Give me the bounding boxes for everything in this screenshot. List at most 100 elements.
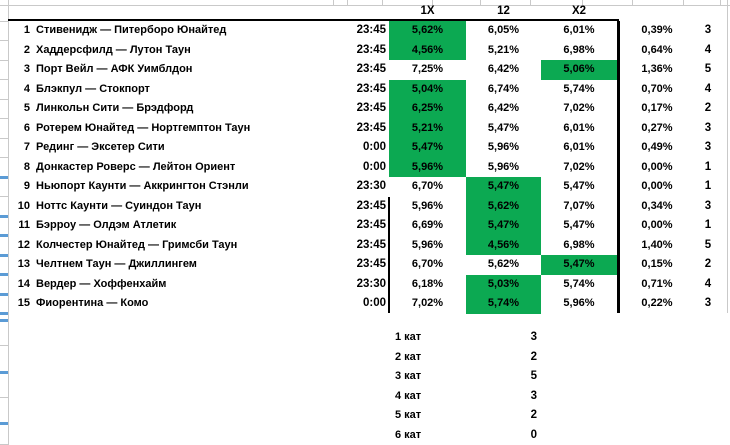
cell-kickoff-time[interactable]: 23:45 [356, 199, 386, 212]
cell-odds-12[interactable]: 5,62% [487, 258, 520, 270]
summary-category-label[interactable]: 6 кат [395, 428, 422, 441]
cell-odds-1x[interactable]: 5,62% [389, 21, 466, 41]
cell-kickoff-time[interactable]: 23:45 [356, 238, 386, 251]
cell-odds-12[interactable]: 4,56% [466, 235, 541, 255]
cell-odds-1x[interactable]: 5,04% [389, 79, 466, 99]
cell-row-number[interactable]: 9 [23, 180, 30, 192]
cell-odds-1x[interactable]: 6,70% [411, 180, 444, 192]
cell-category[interactable]: 3 [704, 24, 712, 36]
cell-odds-12[interactable]: 5,03% [466, 274, 541, 294]
cell-diff-pct[interactable]: 0,70% [641, 82, 673, 95]
cell-match-name[interactable]: Рединг — Эксетер Сити [36, 141, 165, 153]
cell-odds-x2[interactable]: 5,06% [541, 60, 617, 80]
cell-diff-pct[interactable]: 0,22% [641, 297, 673, 309]
cell-diff-pct[interactable]: 0,00% [641, 219, 673, 231]
cell-kickoff-time[interactable]: 23:45 [356, 219, 386, 231]
column-header-1x[interactable]: 1X [420, 5, 435, 17]
cell-row-number[interactable]: 7 [23, 141, 30, 153]
cell-row-number[interactable]: 15 [17, 297, 30, 309]
cell-diff-pct[interactable]: 1,36% [641, 63, 673, 75]
summary-category-label[interactable]: 2 кат [395, 350, 422, 363]
cell-match-name[interactable]: Хаддерсфилд — Лутон Таун [36, 43, 191, 56]
cell-match-name[interactable]: Фиорентина — Комо [36, 297, 149, 309]
summary-category-count[interactable]: 2 [530, 350, 537, 363]
cell-diff-pct[interactable]: 0,00% [641, 160, 673, 173]
cell-diff-pct[interactable]: 0,71% [641, 277, 673, 290]
cell-match-name[interactable]: Стивенидж — Питерборо Юнайтед [36, 24, 227, 36]
cell-kickoff-time[interactable]: 0:00 [362, 141, 386, 153]
cell-odds-1x[interactable]: 7,02% [411, 297, 444, 309]
cell-odds-12[interactable]: 5,96% [487, 141, 520, 153]
cell-odds-x2[interactable]: 5,47% [563, 219, 595, 231]
cell-odds-1x[interactable]: 4,56% [389, 40, 466, 60]
cell-category[interactable]: 5 [704, 63, 712, 75]
cell-odds-x2[interactable]: 6,01% [563, 141, 595, 153]
cell-kickoff-time[interactable]: 23:45 [356, 82, 386, 95]
cell-row-number[interactable]: 12 [17, 238, 30, 251]
cell-odds-12[interactable]: 6,74% [487, 82, 520, 95]
cell-odds-1x[interactable]: 5,96% [411, 199, 444, 212]
cell-row-number[interactable]: 13 [17, 258, 30, 270]
summary-category-count[interactable]: 5 [530, 370, 537, 382]
summary-category-count[interactable]: 2 [530, 409, 537, 421]
cell-diff-pct[interactable]: 0,17% [641, 102, 673, 114]
cell-odds-12[interactable]: 5,96% [487, 160, 520, 173]
cell-odds-12[interactable]: 5,47% [487, 121, 520, 134]
cell-category[interactable]: 3 [704, 199, 712, 212]
cell-category[interactable]: 4 [704, 43, 712, 56]
cell-odds-1x[interactable]: 5,96% [389, 157, 466, 177]
summary-category-label[interactable]: 4 кат [395, 389, 422, 402]
cell-odds-12[interactable]: 5,47% [466, 177, 541, 197]
cell-odds-x2[interactable]: 5,47% [563, 180, 595, 192]
cell-category[interactable]: 3 [704, 121, 712, 134]
cell-diff-pct[interactable]: 0,27% [641, 121, 673, 134]
cell-row-number[interactable]: 1 [23, 24, 30, 36]
cell-odds-12[interactable]: 6,42% [487, 102, 520, 114]
cell-odds-x2[interactable]: 5,74% [563, 277, 595, 290]
cell-odds-x2[interactable]: 6,01% [563, 24, 595, 36]
cell-odds-x2[interactable]: 6,98% [563, 238, 595, 251]
cell-category[interactable]: 3 [704, 141, 712, 153]
cell-category[interactable]: 2 [704, 102, 712, 114]
cell-diff-pct[interactable]: 0,34% [641, 199, 673, 212]
summary-category-label[interactable]: 3 кат [395, 370, 422, 382]
cell-odds-12[interactable]: 6,42% [487, 63, 520, 75]
cell-odds-12[interactable]: 5,62% [466, 196, 541, 216]
cell-odds-x2[interactable]: 5,74% [563, 82, 595, 95]
cell-row-number[interactable]: 2 [23, 43, 30, 56]
cell-category[interactable]: 3 [704, 297, 712, 309]
cell-odds-12[interactable]: 6,05% [487, 24, 520, 36]
cell-match-name[interactable]: Донкастер Роверс — Лейтон Ориент [36, 160, 236, 173]
cell-diff-pct[interactable]: 0,15% [641, 258, 673, 270]
cell-match-name[interactable]: Бэрроу — Олдэм Атлетик [36, 219, 177, 231]
cell-match-name[interactable]: Ноттс Каунти — Суиндон Таун [36, 199, 202, 212]
cell-category[interactable]: 1 [704, 219, 712, 231]
cell-odds-x2[interactable]: 5,96% [563, 297, 595, 309]
cell-match-name[interactable]: Ньюпорт Каунти — Аккрингтон Стэнли [36, 180, 249, 192]
cell-odds-x2[interactable]: 7,02% [563, 102, 595, 114]
cell-category[interactable]: 4 [704, 82, 712, 95]
cell-row-number[interactable]: 10 [17, 199, 30, 212]
cell-kickoff-time[interactable]: 0:00 [362, 160, 386, 173]
summary-category-label[interactable]: 5 кат [395, 409, 422, 421]
cell-odds-1x[interactable]: 6,70% [411, 258, 444, 270]
cell-diff-pct[interactable]: 0,64% [641, 43, 673, 56]
cell-match-name[interactable]: Колчестер Юнайтед — Гримсби Таун [36, 238, 238, 251]
cell-match-name[interactable]: Ротерем Юнайтед — Нортгемптон Таун [36, 121, 251, 134]
cell-match-name[interactable]: Челтнем Таун — Джиллингем [36, 258, 197, 270]
cell-category[interactable]: 4 [704, 277, 712, 290]
cell-odds-x2[interactable]: 5,47% [541, 255, 617, 275]
cell-category[interactable]: 1 [704, 180, 712, 192]
summary-category-count[interactable]: 0 [530, 428, 537, 441]
cell-kickoff-time[interactable]: 23:30 [356, 180, 386, 192]
cell-kickoff-time[interactable]: 23:45 [356, 43, 386, 56]
cell-kickoff-time[interactable]: 23:45 [356, 102, 386, 114]
cell-odds-12[interactable]: 5,74% [466, 294, 541, 314]
cell-odds-1x[interactable]: 6,69% [411, 219, 444, 231]
cell-diff-pct[interactable]: 0,49% [641, 141, 673, 153]
cell-match-name[interactable]: Блэкпул — Стокпорт [36, 82, 150, 95]
cell-odds-1x[interactable]: 5,96% [411, 238, 444, 251]
cell-row-number[interactable]: 3 [23, 63, 30, 75]
cell-odds-1x[interactable]: 6,25% [389, 99, 466, 119]
cell-odds-x2[interactable]: 6,98% [563, 43, 595, 56]
